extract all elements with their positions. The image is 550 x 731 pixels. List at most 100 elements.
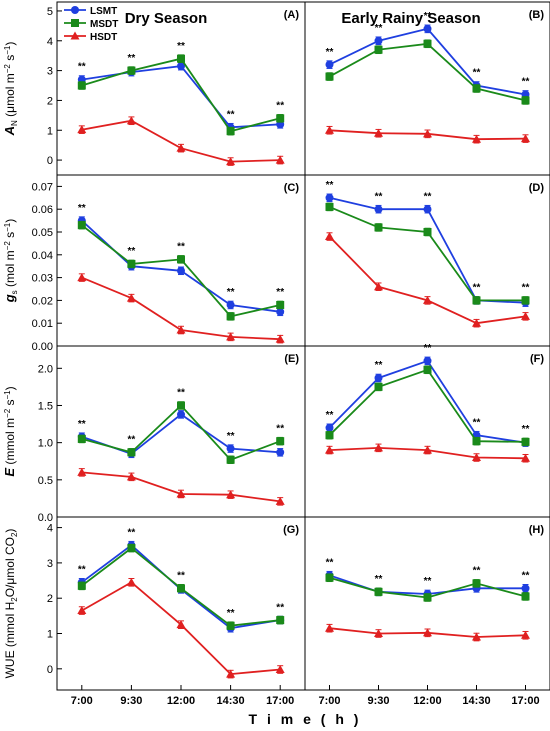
- significance-mark: **: [424, 191, 432, 202]
- significance-mark: **: [177, 242, 185, 253]
- point-hsdt: [126, 293, 136, 302]
- point-lsmt: [423, 356, 432, 365]
- y-axis-label-part: 2: [10, 597, 19, 602]
- point-msdt: [521, 437, 530, 446]
- point-hsdt: [77, 467, 87, 476]
- significance-mark: **: [227, 431, 235, 442]
- point-hsdt: [521, 453, 530, 462]
- point-hsdt: [176, 620, 186, 629]
- significance-mark: **: [522, 424, 530, 435]
- point-lsmt: [374, 36, 383, 45]
- y-axis-label-part: ): [3, 386, 17, 390]
- point-hsdt: [472, 134, 481, 143]
- point-lsmt: [226, 444, 235, 453]
- y-tick-label: 1: [47, 629, 53, 641]
- series-line-hsdt: [328, 235, 526, 325]
- point-msdt: [226, 621, 235, 630]
- point-msdt: [521, 296, 530, 305]
- point-lsmt: [177, 410, 185, 419]
- y-axis-label: gs (mol m−2 s−1): [2, 219, 19, 304]
- y-axis-label-part: −1: [3, 390, 12, 400]
- significance-mark: **: [78, 419, 86, 430]
- y-axis-label-part: s: [3, 55, 17, 64]
- point-lsmt: [521, 584, 530, 593]
- significance-mark: **: [375, 574, 383, 585]
- point-msdt: [374, 587, 383, 596]
- panel-label: (E): [284, 353, 299, 365]
- point-hsdt: [226, 157, 236, 166]
- point-hsdt: [176, 489, 186, 498]
- y-tick-label: 0.05: [32, 227, 53, 239]
- significance-mark: **: [227, 109, 235, 120]
- significance-mark: **: [326, 557, 334, 568]
- point-msdt: [521, 96, 530, 105]
- point-lsmt: [423, 205, 432, 214]
- season-title-dry: Dry Season: [125, 10, 208, 27]
- point-msdt: [325, 202, 334, 211]
- significance-mark: **: [522, 77, 530, 88]
- y-tick-label: 0.03: [32, 273, 53, 285]
- y-axis-label-part: (μmol m: [3, 73, 17, 120]
- point-msdt: [177, 584, 185, 593]
- point-msdt: [226, 312, 235, 321]
- significance-mark: **: [375, 23, 383, 34]
- y-axis-label-part: N: [10, 120, 19, 126]
- x-tick-label: 17:00: [511, 695, 539, 707]
- significance-mark: **: [128, 246, 136, 257]
- y-tick-label: 4: [47, 523, 53, 535]
- point-msdt: [127, 544, 136, 553]
- point-msdt: [423, 39, 432, 48]
- x-axis-title: T i m e ( h ): [249, 711, 362, 727]
- significance-mark: **: [375, 191, 383, 202]
- point-hsdt: [126, 577, 136, 586]
- y-axis-label-part: E: [2, 468, 17, 477]
- significance-mark: **: [276, 602, 284, 613]
- panel-f: (F) ** ** ** ** **: [304, 343, 550, 518]
- x-tick-label: 14:30: [217, 695, 245, 707]
- point-msdt: [374, 45, 383, 54]
- point-hsdt: [472, 632, 481, 641]
- series-line-msdt: [328, 368, 526, 443]
- x-tick-label: 7:00: [318, 695, 340, 707]
- y-axis-label: WUE (mmol H2O/μmol CO2): [3, 529, 19, 679]
- point-hsdt: [325, 623, 334, 632]
- panel-label: (G): [283, 524, 299, 536]
- y-axis-label-part: s: [10, 290, 19, 294]
- y-axis-label-part: ): [3, 219, 17, 223]
- significance-mark: **: [177, 571, 185, 582]
- series-line-lsmt: [81, 413, 281, 455]
- significance-mark: **: [522, 571, 530, 582]
- series-line-lsmt: [329, 196, 526, 304]
- y-tick-label: 0.5: [38, 475, 53, 487]
- point-hsdt: [325, 125, 334, 134]
- significance-mark: **: [276, 101, 284, 112]
- y-tick-label: 0.02: [32, 295, 53, 307]
- significance-mark: **: [276, 423, 284, 434]
- point-msdt: [423, 365, 432, 374]
- significance-mark: **: [177, 388, 185, 399]
- point-msdt: [276, 114, 285, 123]
- panel-label: (C): [284, 182, 300, 194]
- point-msdt: [276, 616, 285, 625]
- y-axis-label-part: (mmol m: [3, 418, 17, 468]
- panel-frame: [304, 516, 550, 691]
- point-lsmt: [423, 24, 432, 33]
- point-hsdt: [126, 472, 136, 481]
- point-hsdt: [275, 334, 285, 343]
- panel-a: (A) 0 1 2 3 4 5 AN (μmol m−2 s−1) ** ** ** ** **: [2, 1, 306, 176]
- point-lsmt: [177, 266, 185, 275]
- significance-mark: **: [326, 47, 334, 58]
- significance-mark: **: [276, 287, 284, 298]
- significance-mark: **: [424, 11, 432, 22]
- point-hsdt: [423, 628, 432, 637]
- y-axis-label-part: O/μmol CO: [3, 537, 17, 597]
- x-tick-label: 12:00: [167, 695, 195, 707]
- point-hsdt: [275, 496, 285, 505]
- legend-marker-lsmt: [71, 6, 79, 14]
- y-tick-label: 0: [47, 664, 53, 676]
- point-hsdt: [176, 143, 186, 152]
- significance-mark: **: [128, 435, 136, 446]
- point-hsdt: [423, 129, 432, 138]
- point-lsmt: [325, 423, 334, 432]
